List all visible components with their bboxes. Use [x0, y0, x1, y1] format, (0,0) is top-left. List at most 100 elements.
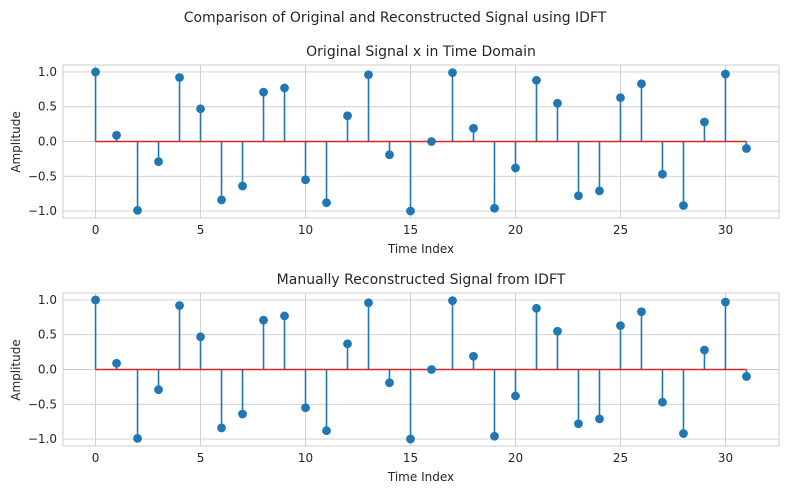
- stem-marker: [196, 104, 205, 114]
- stem-marker: [637, 79, 646, 89]
- stem-marker: [700, 117, 709, 127]
- figure-suptitle: Comparison of Original and Reconstructed…: [184, 10, 607, 26]
- subplot-reconstructed-signal: Manually Reconstructed Signal from IDFT …: [9, 272, 780, 484]
- stem-marker: [385, 150, 394, 160]
- stem-marker: [658, 169, 667, 179]
- stem-marker: [175, 301, 184, 310]
- y-tick-label: −1.0: [28, 432, 57, 446]
- subplot-original-signal: Original Signal x in Time Domain Time In…: [9, 44, 780, 256]
- stem-marker: [469, 123, 478, 133]
- stem-marker: [490, 431, 499, 441]
- subplot-title: Original Signal x in Time Domain: [306, 44, 536, 60]
- x-axis-label: Time Index: [387, 470, 454, 484]
- axes-frame: [62, 292, 780, 447]
- stem-marker: [553, 326, 562, 336]
- y-tick-label: 0.5: [38, 100, 57, 114]
- stem-marker: [532, 75, 541, 85]
- stem-marker: [364, 298, 373, 308]
- stem-marker: [301, 175, 310, 185]
- stem-marker: [343, 339, 352, 349]
- stem-marker: [469, 351, 478, 361]
- stem-marker: [259, 87, 268, 97]
- stem-marker: [679, 429, 688, 438]
- stem-marker: [448, 296, 457, 306]
- stem-marker: [91, 295, 100, 305]
- y-tick-label: 1.0: [38, 293, 57, 307]
- stem-marker: [133, 433, 142, 443]
- stem-marker: [154, 157, 163, 167]
- stem-marker: [574, 419, 583, 429]
- stem-marker: [133, 205, 142, 215]
- stem-marker: [616, 93, 625, 103]
- stem-marker: [742, 144, 751, 153]
- stem-marker: [406, 434, 415, 444]
- subplot-title: Manually Reconstructed Signal from IDFT: [277, 272, 566, 288]
- x-tick-label: 30: [718, 223, 733, 237]
- x-tick-label: 25: [613, 223, 628, 237]
- y-axis-label: Amplitude: [9, 339, 23, 401]
- x-tick-label: 25: [613, 451, 628, 465]
- stem-marker: [280, 83, 289, 93]
- stem-marker: [595, 414, 604, 424]
- stem-marker: [238, 409, 247, 419]
- x-tick-label: 30: [718, 451, 733, 465]
- stem-marker: [427, 137, 436, 146]
- stem-marker: [616, 321, 625, 331]
- x-tick-label: 5: [197, 451, 205, 465]
- stem-marker: [259, 315, 268, 325]
- stem-marker: [217, 195, 226, 205]
- stem-marker: [427, 365, 436, 374]
- stem-marker: [385, 378, 394, 388]
- stem-marker: [196, 332, 205, 342]
- stem-marker: [448, 68, 457, 78]
- stem-marker: [511, 163, 520, 173]
- stem-marker: [91, 67, 100, 77]
- y-tick-label: 0.0: [38, 363, 57, 377]
- stem-marker: [490, 203, 499, 213]
- x-tick-label: 0: [92, 223, 100, 237]
- x-tick-label: 15: [403, 451, 418, 465]
- stem-marker: [301, 403, 310, 413]
- y-tick-label: 0.5: [38, 328, 57, 342]
- stem-marker: [532, 303, 541, 313]
- stem-marker: [217, 423, 226, 433]
- y-tick-label: −0.5: [28, 397, 57, 411]
- stem-marker: [742, 372, 751, 381]
- x-tick-label: 15: [403, 223, 418, 237]
- stem-marker: [112, 358, 121, 368]
- stem-marker: [637, 307, 646, 317]
- stem-marker: [112, 130, 121, 140]
- x-tick-label: 10: [298, 451, 313, 465]
- stem-marker: [574, 191, 583, 201]
- y-tick-label: −1.0: [28, 204, 57, 218]
- stem-marker: [595, 186, 604, 196]
- y-tick-label: 1.0: [38, 65, 57, 79]
- stem-marker: [721, 69, 730, 79]
- y-tick-label: −0.5: [28, 169, 57, 183]
- stem-marker: [154, 385, 163, 395]
- x-tick-label: 10: [298, 223, 313, 237]
- axes-frame: [62, 64, 780, 219]
- x-tick-label: 0: [92, 451, 100, 465]
- x-tick-label: 5: [197, 223, 205, 237]
- x-axis-label: Time Index: [387, 242, 454, 256]
- y-axis-label: Amplitude: [9, 111, 23, 173]
- stem-marker: [175, 73, 184, 82]
- stem-marker: [553, 98, 562, 108]
- stem-marker: [238, 181, 247, 191]
- x-tick-label: 20: [508, 451, 523, 465]
- x-tick-label: 20: [508, 223, 523, 237]
- y-tick-label: 0.0: [38, 135, 57, 149]
- stem-marker: [700, 345, 709, 355]
- stem-marker: [364, 70, 373, 80]
- stem-marker: [721, 297, 730, 307]
- stem-marker: [343, 111, 352, 121]
- stem-marker: [511, 391, 520, 401]
- stem-marker: [322, 426, 331, 436]
- stem-marker: [406, 206, 415, 216]
- stem-marker: [322, 198, 331, 208]
- stem-marker: [679, 201, 688, 210]
- stem-marker: [658, 397, 667, 407]
